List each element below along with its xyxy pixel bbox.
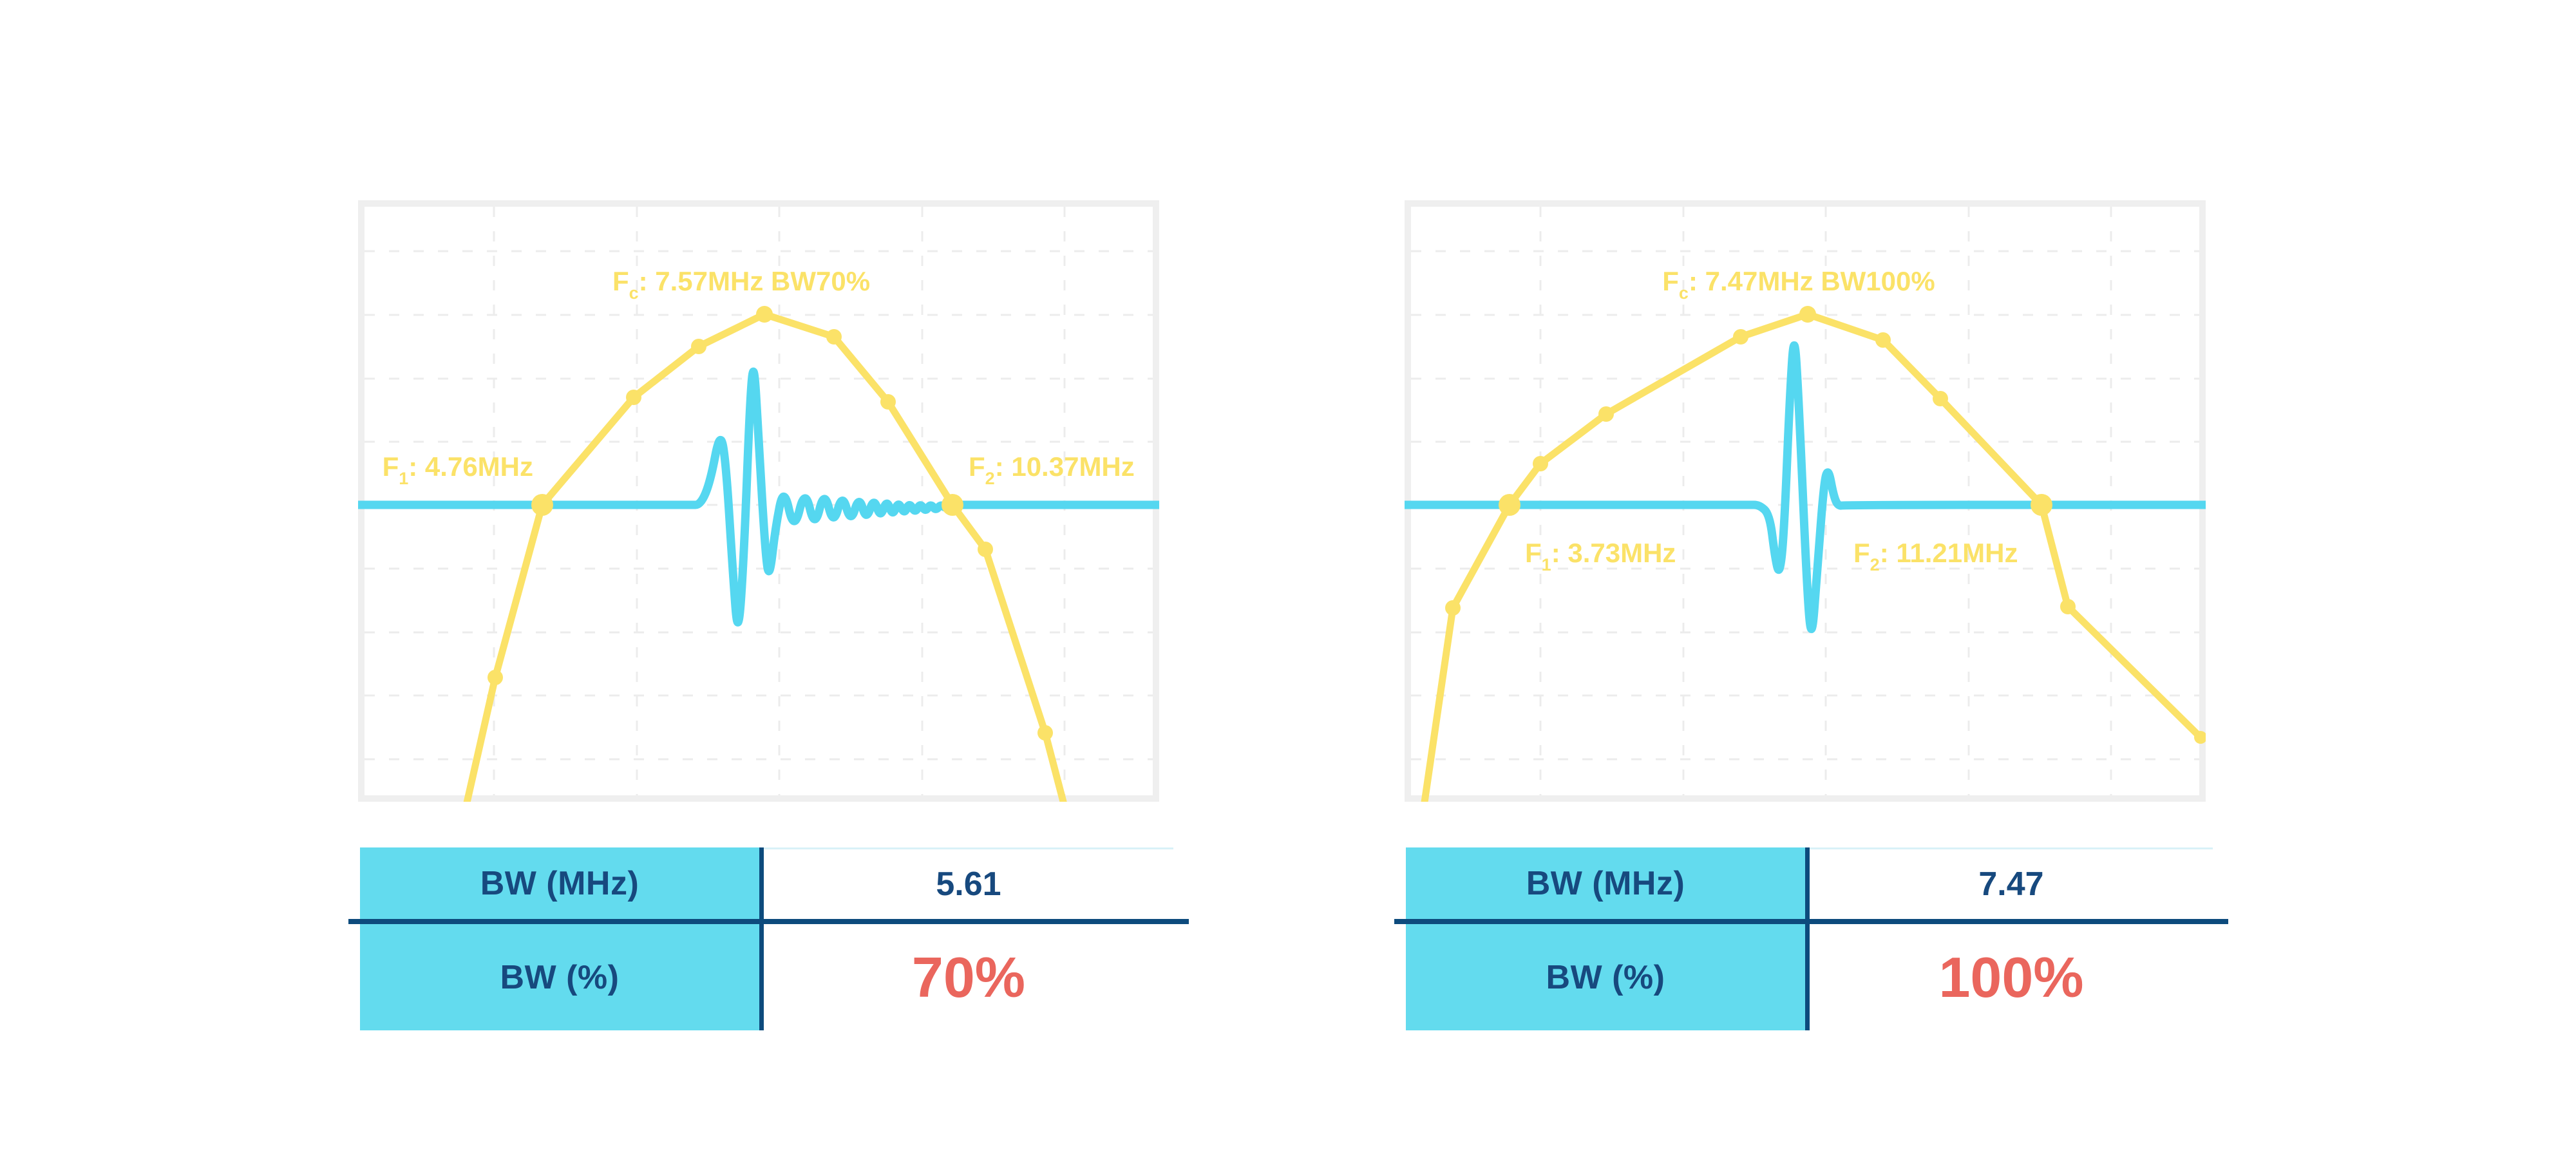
- bw-mhz-value: 7.47: [1810, 847, 2213, 919]
- bw-table-100: BW (MHz) 7.47 BW (%) 100%: [1394, 847, 2228, 1030]
- bw-table-70: BW (MHz) 5.61 BW (%) 70%: [348, 847, 1189, 1030]
- spectrum-marker: [488, 670, 503, 685]
- spectrum-marker: [1933, 391, 1948, 406]
- spectrum-marker: [531, 494, 553, 516]
- spectrum-marker: [978, 542, 993, 557]
- spectrum-marker: [1799, 306, 1816, 323]
- spectrum-chart-bw70: Fc: 7.57MHz BW70% F1: 4.76MHz F2: 10.37MHz: [358, 200, 1159, 802]
- table-row: BW (%) 100%: [1406, 924, 2213, 1030]
- fc-label: Fc: 7.47MHz BW100%: [1662, 266, 1935, 303]
- spectrum-marker: [691, 339, 706, 354]
- f1-label: F1: 3.73MHz: [1525, 538, 1676, 574]
- spectrum-chart-bw100: Fc: 7.47MHz BW100% F1: 3.73MHz F2: 11.21MH…: [1405, 200, 2206, 802]
- fc-label: Fc: 7.57MHz BW70%: [612, 266, 870, 303]
- pulse-waveform: [358, 367, 1159, 627]
- spectrum-markers: [1445, 306, 2206, 744]
- spectrum-marker: [1598, 406, 1614, 422]
- bw-mhz-value: 5.61: [764, 847, 1173, 919]
- spectrum-marker: [2060, 599, 2076, 614]
- bw-mhz-label: BW (MHz): [360, 847, 764, 919]
- f2-label: F2: 11.21MHz: [1853, 538, 2018, 574]
- spectrum-line: [1421, 310, 2204, 802]
- spectrum-marker: [2031, 494, 2052, 516]
- spectrum-markers: [488, 306, 1053, 741]
- spectrum-marker: [880, 394, 896, 410]
- spectrum-line: [463, 310, 1067, 802]
- spectrum-marker: [826, 329, 842, 345]
- bw-pct-value: 70%: [764, 924, 1173, 1030]
- spectrum-marker: [626, 390, 641, 405]
- table-row-divider: [1394, 919, 2228, 924]
- spectrum-marker: [1037, 725, 1053, 741]
- spectrum-marker: [1533, 456, 1548, 471]
- bw-pct-value: 100%: [1810, 924, 2213, 1030]
- pulse-waveform: [1405, 341, 2206, 634]
- table-row-divider: [348, 919, 1189, 924]
- spectrum-marker: [1445, 600, 1461, 616]
- table-row: BW (%) 70%: [360, 924, 1173, 1030]
- spectrum-marker: [1875, 332, 1891, 348]
- spectrum-marker: [756, 306, 773, 323]
- f1-label: F1: 4.76MHz: [383, 451, 533, 488]
- bw-pct-label: BW (%): [360, 924, 764, 1030]
- spectrum-marker: [1733, 329, 1748, 345]
- f2-label: F2: 10.37MHz: [969, 451, 1135, 488]
- bw-mhz-label: BW (MHz): [1406, 847, 1810, 919]
- bw-pct-label: BW (%): [1406, 924, 1810, 1030]
- spectrum-marker: [1499, 494, 1520, 516]
- table-row: BW (MHz) 5.61: [360, 847, 1173, 919]
- spectrum-marker: [942, 494, 963, 516]
- table-row: BW (MHz) 7.47: [1406, 847, 2213, 919]
- spectrum-marker: [2194, 731, 2206, 744]
